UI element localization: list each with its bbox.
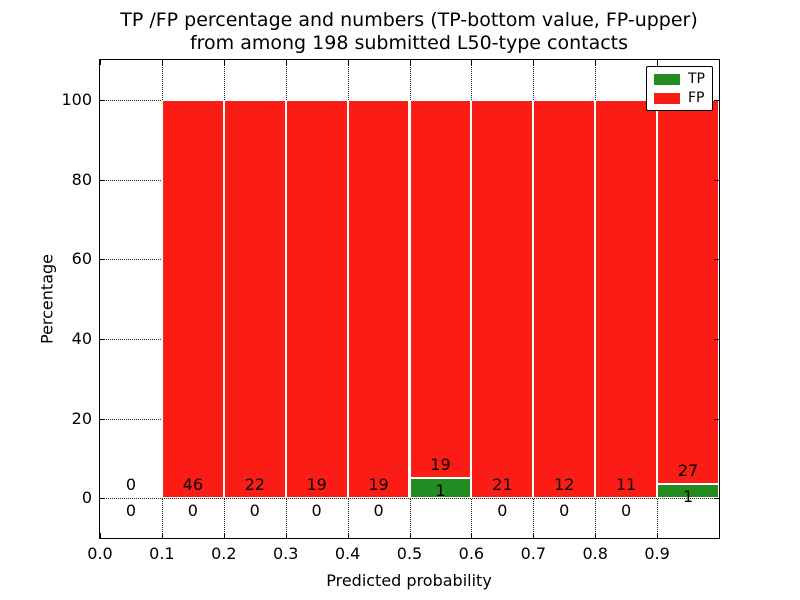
y-tick-label: 80 — [71, 169, 92, 189]
fp-bar-segment — [223, 99, 286, 499]
fp-count-label: 19 — [306, 475, 327, 495]
x-tick-label: 0.6 — [458, 544, 485, 563]
tp-count-label: 1 — [435, 481, 446, 501]
x-tick-mark — [533, 533, 534, 538]
fp-count-label: 46 — [182, 475, 204, 495]
y-tick-mark-right — [714, 498, 719, 499]
y-tick-mark — [100, 100, 105, 101]
fp-count-label: 21 — [492, 475, 513, 495]
x-tick-mark-top — [162, 60, 163, 65]
fp-bar-segment — [347, 99, 410, 499]
fp-count-label: 0 — [125, 475, 137, 495]
y-tick-mark — [100, 259, 105, 260]
y-tick-label: 20 — [71, 408, 92, 428]
tp-count-label: 0 — [125, 501, 137, 521]
fp-bar-segment — [285, 99, 348, 499]
y-tick-mark-right — [714, 100, 719, 101]
fp-legend-label: FP — [688, 90, 705, 106]
x-tick-mark — [595, 533, 596, 538]
tp-count-label: 0 — [187, 501, 198, 521]
x-tick-mark-top — [348, 60, 349, 65]
y-tick-label: 40 — [71, 328, 92, 348]
x-tick-mark — [100, 533, 101, 538]
x-tick-mark-top — [595, 60, 596, 65]
fp-count-label: 11 — [615, 475, 637, 495]
x-tick-mark-top — [100, 60, 101, 65]
x-tick-label: 0.5 — [396, 544, 423, 563]
x-tick-mark-top — [286, 60, 287, 65]
y-tick-label: 60 — [71, 249, 92, 269]
tp-bar-segment — [657, 483, 719, 499]
y-tick-mark-right — [714, 339, 719, 340]
tp-bar-segment — [409, 478, 472, 499]
x-tick-mark — [286, 533, 287, 538]
fp-legend-swatch — [654, 92, 680, 104]
x-tick-label: 0.7 — [520, 544, 547, 563]
y-tick-label: 100 — [61, 89, 92, 109]
fp-count-label: 27 — [677, 460, 699, 480]
tp-count-label: 0 — [249, 501, 260, 521]
tp-count-label: 0 — [621, 501, 632, 521]
fp-count-label: 22 — [244, 475, 265, 495]
fp-count-label: 19 — [430, 455, 451, 475]
fp-bar-segment — [471, 99, 534, 499]
x-tick-mark-top — [533, 60, 534, 65]
y-tick-mark — [100, 498, 105, 499]
tp-count-label: 0 — [311, 501, 322, 521]
y-tick-mark — [100, 339, 105, 340]
x-tick-mark-top — [471, 60, 472, 65]
x-tick-label: 0.1 — [149, 544, 175, 563]
plot-area: 0.0 0.1 0.2 0.3 0.4 0.5 0.6 0.7 0.8 0.9 0 20 40 60 80 1… — [61, 60, 719, 563]
chart-title: TP /FP percentage and numbers (TP-bottom… — [120, 9, 698, 55]
x-tick-mark — [224, 533, 225, 538]
x-tick-label: 0.9 — [644, 544, 670, 563]
fp-bar-segment — [409, 99, 472, 479]
fp-bar-segment — [161, 99, 224, 499]
fp-bar-segment — [657, 99, 719, 484]
x-tick-label: 0.4 — [334, 544, 361, 563]
x-tick-label: 0.3 — [272, 544, 299, 563]
x-tick-label: 0.0 — [87, 544, 113, 563]
y-tick-label: 0 — [81, 488, 92, 508]
legend: TP FP — [646, 66, 713, 111]
x-tick-mark — [657, 533, 658, 538]
y-tick-mark-right — [714, 419, 719, 420]
fp-count-label: 12 — [554, 475, 575, 495]
fp-bar-segment — [595, 99, 658, 499]
tp-count-label: 1 — [682, 487, 694, 507]
fp-count-label: 19 — [368, 475, 389, 495]
legend-entry-fp: FP — [654, 91, 705, 105]
x-tick-mark-top — [410, 60, 411, 65]
tp-legend-swatch — [654, 73, 680, 85]
tp-count-label: 0 — [559, 501, 570, 521]
tp-legend-label: TP — [688, 71, 705, 87]
chart-title-line2: from among 198 submitted L50-type contac… — [189, 32, 629, 54]
x-tick-mark — [162, 533, 163, 538]
tp-count-label: 0 — [497, 501, 508, 521]
y-tick-mark — [100, 180, 105, 181]
chart-title-line1: TP /FP percentage and numbers (TP-bottom… — [120, 9, 698, 31]
y-tick-mark-right — [714, 180, 719, 181]
legend-entry-tp: TP — [654, 72, 705, 86]
x-tick-mark-top — [657, 60, 658, 65]
fp-bar-segment — [533, 99, 596, 499]
x-tick-mark — [471, 533, 472, 538]
tp-count-label: 0 — [373, 501, 384, 521]
y-tick-mark — [100, 419, 105, 420]
x-tick-mark — [410, 533, 411, 538]
x-tick-mark-top — [224, 60, 225, 65]
x-axis-label: Predicted probability — [326, 571, 492, 590]
x-tick-label: 0.2 — [211, 544, 237, 563]
x-tick-mark — [348, 533, 349, 538]
x-tick-label: 0.8 — [582, 544, 608, 563]
y-tick-mark-right — [714, 259, 719, 260]
